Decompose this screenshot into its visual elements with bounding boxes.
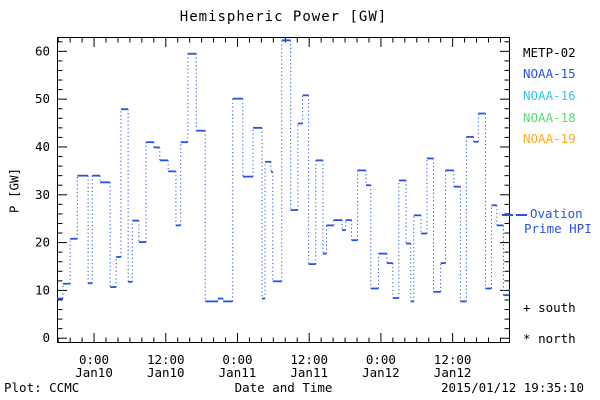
ovation-line-sample-icon xyxy=(516,213,527,216)
svg-text:Jan10: Jan10 xyxy=(75,365,113,380)
legend-item-noaa16: NOAA-16 xyxy=(523,88,576,103)
svg-text:Jan12: Jan12 xyxy=(434,365,472,380)
footer-timestamp: 2015/01/12 19:35:10 xyxy=(441,380,584,395)
legend-item-metp02: METP-02 xyxy=(523,45,576,60)
svg-text:40: 40 xyxy=(35,139,50,154)
svg-text:12:00: 12:00 xyxy=(147,352,185,367)
asterisk-marker-icon: * xyxy=(523,331,531,346)
svg-text:Jan11: Jan11 xyxy=(219,365,257,380)
plus-marker-icon: + xyxy=(523,300,531,315)
footer-plot-source: Plot: CCMC xyxy=(4,380,80,395)
ovation-legend-line1: Ovation xyxy=(502,206,592,221)
svg-text:60: 60 xyxy=(35,43,50,58)
ovation-prime-legend: Ovation Prime HPI xyxy=(502,206,592,236)
legend-item-noaa18: NOAA-18 xyxy=(523,110,576,125)
svg-text:10: 10 xyxy=(35,282,50,297)
svg-text:20: 20 xyxy=(35,235,50,250)
svg-text:Jan10: Jan10 xyxy=(147,365,185,380)
svg-text:0:00: 0:00 xyxy=(366,352,396,367)
chart-title: Hemispheric Power [GW] xyxy=(179,9,388,25)
ovation-line-sample-icon xyxy=(502,213,513,216)
x-axis-label: Date and Time xyxy=(234,380,333,395)
legend-item-noaa19: NOAA-19 xyxy=(523,131,576,146)
svg-text:Jan12: Jan12 xyxy=(362,365,400,380)
svg-text:Jan11: Jan11 xyxy=(290,365,328,380)
legend-item-noaa15: NOAA-15 xyxy=(523,66,576,81)
ovation-legend-line2: Prime HPI xyxy=(524,221,592,236)
svg-text:0: 0 xyxy=(42,330,50,345)
svg-text:12:00: 12:00 xyxy=(290,352,328,367)
marker-legend-north: * north xyxy=(523,331,576,346)
svg-text:30: 30 xyxy=(35,187,50,202)
svg-text:0:00: 0:00 xyxy=(222,352,252,367)
svg-text:12:00: 12:00 xyxy=(434,352,472,367)
y-axis-label: P [GW] xyxy=(6,167,22,214)
svg-text:0:00: 0:00 xyxy=(79,352,109,367)
marker-legend-south: + south xyxy=(523,300,576,315)
svg-text:50: 50 xyxy=(35,91,50,106)
